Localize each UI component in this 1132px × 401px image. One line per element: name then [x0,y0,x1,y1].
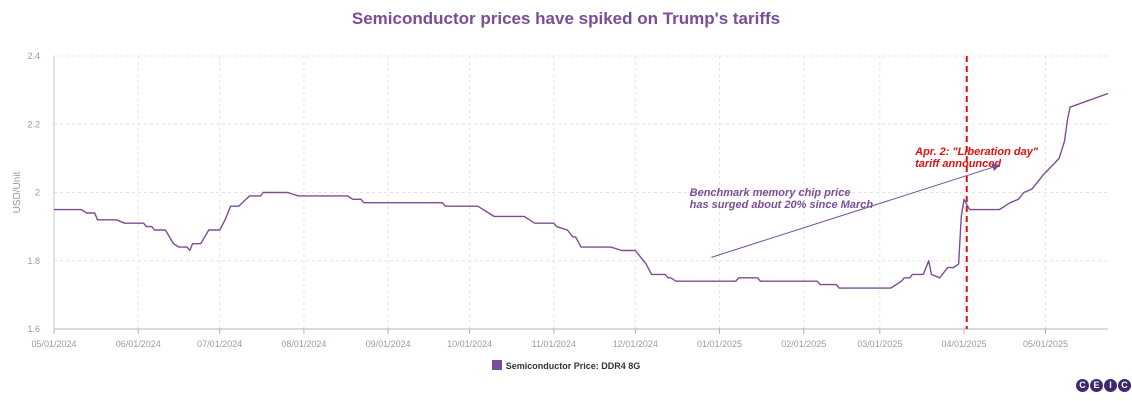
x-tick-label: 11/01/2024 [532,339,576,349]
legend-label: Semiconductor Price: DDR4 8G [505,361,641,371]
tariff-annotation-text: tariff announced [915,158,1001,170]
x-tick-label: 06/01/2024 [116,339,161,349]
ceic-logo: C E I C [1075,378,1132,394]
trend-arrow [711,163,1001,258]
logo-letter: C [1117,378,1132,393]
x-tick-label: 10/01/2024 [447,339,492,349]
x-tick-label: 05/01/2025 [1023,339,1068,349]
x-tick-label: 12/01/2024 [613,339,658,349]
y-tick-label: 2 [35,188,40,198]
logo-letter: E [1089,378,1104,393]
x-tick-label: 09/01/2024 [366,339,411,349]
x-tick-label: 05/01/2024 [31,339,76,349]
price-surge-annotation-text: Benchmark memory chip price [690,187,851,199]
chart-title: Semiconductor prices have spiked on Trum… [351,9,781,28]
price-surge-annotation-text: has surged about 20% since March [690,199,874,211]
x-tick-label: 04/01/2025 [942,339,987,349]
y-tick-label: 2.4 [27,51,40,61]
x-tick-label: 03/01/2025 [857,339,902,349]
legend-swatch [491,360,502,370]
legend[interactable]: Semiconductor Price: DDR4 8G [0,360,1132,371]
y-tick-label: 1.6 [27,324,40,334]
y-tick-label: 2.2 [27,119,40,129]
series-line[interactable] [54,92,1109,289]
logo-letter: C [1075,378,1090,393]
tariff-annotation-text: Apr. 2: "Liberation day" [914,146,1039,158]
x-tick-label: 08/01/2024 [281,339,326,349]
logo-letter: I [1103,378,1118,393]
x-tick-label: 07/01/2024 [197,339,242,349]
y-axis-label: USD/Unit [12,171,23,213]
y-tick-label: 1.8 [27,256,40,266]
x-tick-label: 01/01/2025 [697,339,742,349]
x-tick-label: 02/01/2025 [781,339,826,349]
